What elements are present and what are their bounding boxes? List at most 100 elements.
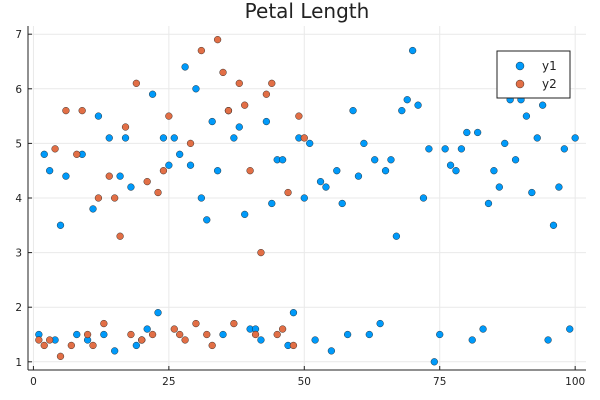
data-point-y1 xyxy=(186,161,195,169)
data-point-y2 xyxy=(181,336,189,344)
data-point-y1 xyxy=(387,156,395,164)
data-point-y1 xyxy=(214,167,222,175)
data-point-y2 xyxy=(203,330,211,339)
data-point-y2 xyxy=(224,107,233,115)
data-point-y1 xyxy=(46,167,54,175)
data-point-y1 xyxy=(56,221,65,229)
data-point-y2 xyxy=(35,336,43,344)
data-point-y1 xyxy=(105,134,113,142)
data-point-y1 xyxy=(533,134,541,142)
y-tick-label: 7 xyxy=(15,29,22,41)
data-point-y2 xyxy=(56,352,65,360)
tick-labels: 0 25 50 75 100 1 2 3 4 5 6 7 xyxy=(15,29,585,388)
data-point-y2 xyxy=(51,145,59,153)
data-point-y1 xyxy=(316,178,325,186)
data-point-y1 xyxy=(360,139,368,147)
data-point-y1 xyxy=(170,134,178,142)
data-point-y1 xyxy=(555,183,563,191)
data-point-y1 xyxy=(40,150,48,158)
data-point-y2 xyxy=(197,46,205,55)
data-point-y2 xyxy=(159,167,168,175)
data-point-y2 xyxy=(165,112,173,120)
data-point-y1 xyxy=(571,134,579,142)
data-point-y2 xyxy=(78,107,86,115)
data-point-y2 xyxy=(67,341,75,350)
data-point-y1 xyxy=(338,199,346,208)
data-point-y2 xyxy=(132,79,140,87)
data-point-y2 xyxy=(241,101,249,109)
x-tick-label: 50 xyxy=(298,376,311,388)
data-point-y2 xyxy=(251,330,260,339)
data-point-y1 xyxy=(208,117,216,126)
data-point-y1 xyxy=(463,128,471,137)
data-point-y2 xyxy=(154,188,162,197)
data-point-y1 xyxy=(203,216,211,224)
data-point-y2 xyxy=(262,90,270,98)
data-point-y2 xyxy=(62,107,70,115)
data-point-y2 xyxy=(100,319,108,328)
data-points xyxy=(35,36,579,366)
legend-label-y2: y2 xyxy=(542,77,557,91)
data-point-y2 xyxy=(273,330,281,339)
data-point-y1 xyxy=(349,107,357,115)
data-point-y1 xyxy=(62,172,70,180)
data-point-y1 xyxy=(436,330,444,339)
data-point-y1 xyxy=(159,134,168,142)
data-point-y1 xyxy=(235,123,243,131)
data-point-y1 xyxy=(154,309,162,317)
data-point-y2 xyxy=(176,330,184,339)
data-point-y2 xyxy=(295,112,303,120)
data-point-y2 xyxy=(257,249,265,257)
data-point-y1 xyxy=(495,183,503,191)
data-point-y1 xyxy=(327,347,335,355)
data-point-y2 xyxy=(46,336,54,344)
y-tick-label: 4 xyxy=(15,193,22,205)
data-point-y1 xyxy=(257,336,265,344)
data-point-y2 xyxy=(230,319,238,328)
data-point-y1 xyxy=(219,330,227,339)
data-point-y1 xyxy=(344,330,352,339)
data-point-y1 xyxy=(73,330,81,339)
chart-title: Petal Length xyxy=(245,0,370,23)
data-point-y1 xyxy=(111,347,119,355)
data-point-y2 xyxy=(300,134,308,142)
data-point-y1 xyxy=(94,112,103,120)
data-point-y2 xyxy=(143,178,151,186)
data-point-y1 xyxy=(149,90,157,98)
data-point-y2 xyxy=(116,232,124,240)
data-point-y2 xyxy=(208,341,216,350)
data-point-y2 xyxy=(246,167,254,175)
y-tick-label: 1 xyxy=(15,357,22,369)
data-point-y2 xyxy=(284,188,292,197)
data-point-y1 xyxy=(446,161,455,169)
data-point-y2 xyxy=(170,325,178,333)
data-point-y2 xyxy=(138,336,146,344)
data-point-y2 xyxy=(40,341,48,350)
data-point-y1 xyxy=(176,150,184,158)
data-point-y2 xyxy=(89,341,97,350)
data-point-y1 xyxy=(392,232,400,240)
y-tick-label: 6 xyxy=(15,84,22,96)
data-point-y1 xyxy=(490,167,498,175)
data-point-y1 xyxy=(306,139,314,147)
data-point-y1 xyxy=(474,128,482,137)
data-point-y1 xyxy=(268,199,276,208)
data-point-y1 xyxy=(484,199,493,208)
data-point-y1 xyxy=(311,336,319,344)
data-point-y1 xyxy=(181,63,189,71)
data-point-y2 xyxy=(94,194,103,202)
data-point-y1 xyxy=(365,330,373,339)
data-point-y2 xyxy=(121,123,130,131)
data-point-y1 xyxy=(100,330,108,339)
data-point-y1 xyxy=(121,134,130,142)
data-point-y1 xyxy=(403,96,411,104)
data-point-y1 xyxy=(560,145,568,153)
data-point-y1 xyxy=(116,172,124,180)
axes xyxy=(27,26,586,371)
data-point-y1 xyxy=(143,325,151,333)
data-point-y2 xyxy=(127,330,135,339)
data-point-y1 xyxy=(197,194,205,202)
x-tick-label: 25 xyxy=(162,376,175,388)
data-point-y1 xyxy=(409,46,417,55)
